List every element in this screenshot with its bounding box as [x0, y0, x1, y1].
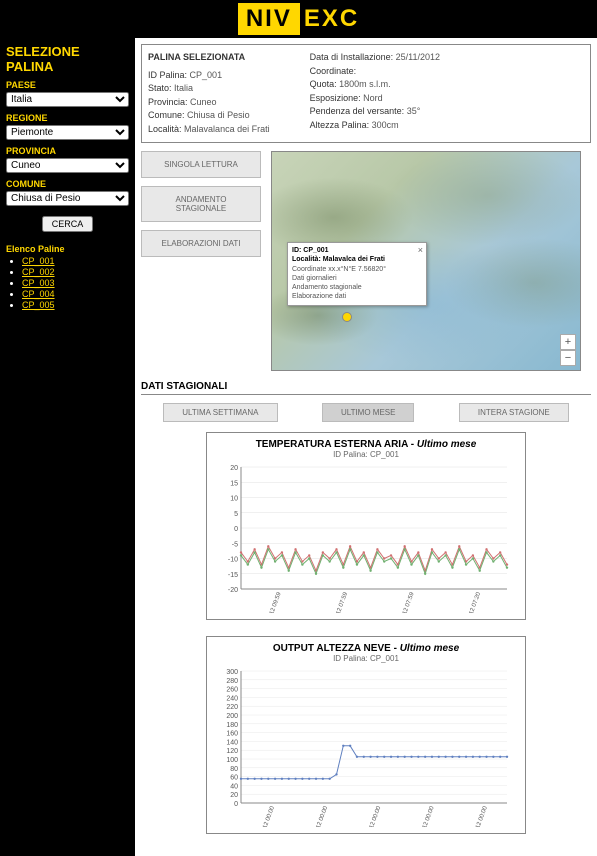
chart1-title: TEMPERATURA ESTERNA ARIA - Ultimo mese	[213, 439, 519, 450]
select-paese[interactable]: Italia	[6, 92, 129, 107]
palina-link[interactable]: CP_005	[22, 300, 55, 310]
popup-line: Coordinate xx.x°N°E 7.56820°	[292, 265, 422, 274]
sidebar: SELEZIONE PALINA PAESE Italia REGIONE Pi…	[0, 38, 135, 856]
dati-title: DATI STAGIONALI	[141, 381, 591, 395]
svg-text:10: 10	[230, 496, 238, 503]
popup-line: Elaborazione dati	[292, 292, 422, 301]
info-row: Pendenza del versante: 35°	[310, 105, 440, 119]
svg-text:180: 180	[226, 722, 238, 729]
palina-link[interactable]: CP_004	[22, 289, 55, 299]
svg-text:120: 120	[226, 748, 238, 755]
palina-link[interactable]: CP_003	[22, 278, 55, 288]
info-row: Quota: 1800m s.l.m.	[310, 78, 440, 92]
elenco-list: CP_001CP_002CP_003CP_004CP_005	[6, 256, 129, 311]
close-icon[interactable]: ×	[418, 245, 423, 255]
tab-stagione[interactable]: INTERA STAGIONE	[459, 403, 569, 422]
svg-text:280: 280	[226, 678, 238, 685]
map-marker-icon[interactable]	[342, 312, 352, 322]
elenco-title: Elenco Paline	[6, 244, 129, 254]
label-provincia: PROVINCIA	[6, 146, 129, 156]
list-item: CP_001	[22, 256, 129, 267]
popup-line: Andamento stagionale	[292, 283, 422, 292]
list-item: CP_002	[22, 267, 129, 278]
tab-mese[interactable]: ULTIMO MESE	[322, 403, 415, 422]
svg-text:20: 20	[230, 465, 238, 472]
list-item: CP_003	[22, 278, 129, 289]
map-zoom-controls: + −	[560, 334, 576, 366]
btn-singola[interactable]: SINGOLA LETTURA	[141, 151, 261, 178]
label-comune: COMUNE	[6, 179, 129, 189]
svg-text:10/2012 07:59: 10/2012 07:59	[330, 591, 349, 613]
svg-text:10/2012 07:20: 10/2012 07:20	[463, 591, 482, 613]
svg-text:260: 260	[226, 687, 238, 694]
map[interactable]: × ID: CP_001 Località: Malavalca dei Fra…	[271, 151, 581, 371]
info-row: Altezza Palina: 300cm	[310, 119, 440, 133]
svg-text:100: 100	[226, 757, 238, 764]
svg-text:140: 140	[226, 739, 238, 746]
chart2-svg: 3002802602402202001801601401201008060402…	[213, 667, 513, 827]
label-paese: PAESE	[6, 80, 129, 90]
info-row: Provincia: Cuneo	[148, 96, 270, 110]
content: PALINA SELEZIONATA ID Palina: CP_001Stat…	[135, 38, 597, 856]
popup-loc: Località: Malavalca dei Frati	[292, 256, 422, 263]
info-row: Località: Malavalanca dei Frati	[148, 123, 270, 137]
btn-elaborazioni[interactable]: ELABORAZIONI DATI	[141, 230, 261, 257]
info-row: Data di Installazione: 25/11/2012	[310, 51, 440, 65]
top-bar: NIV EXC	[0, 0, 597, 38]
svg-text:60: 60	[230, 775, 238, 782]
svg-text:5: 5	[234, 511, 238, 518]
btn-andamento[interactable]: ANDAMENTO STAGIONALE	[141, 186, 261, 222]
zoom-in-icon[interactable]: +	[560, 334, 576, 350]
info-row: Esposizione: Nord	[310, 92, 440, 106]
svg-text:-10: -10	[228, 557, 238, 564]
svg-text:220: 220	[226, 704, 238, 711]
info-row: ID Palina: CP_001	[148, 69, 270, 83]
chart2-sub: ID Palina: CP_001	[213, 654, 519, 663]
svg-text:200: 200	[226, 713, 238, 720]
svg-text:15: 15	[230, 480, 238, 487]
popup-line: Dati giornalieri	[292, 274, 422, 283]
chart-temperatura: TEMPERATURA ESTERNA ARIA - Ultimo mese I…	[206, 432, 526, 620]
svg-text:-20: -20	[228, 587, 238, 594]
svg-text:80: 80	[230, 766, 238, 773]
map-popup: × ID: CP_001 Località: Malavalca dei Fra…	[287, 242, 427, 306]
svg-text:10/2012 07:59: 10/2012 07:59	[397, 591, 416, 613]
zoom-out-icon[interactable]: −	[560, 350, 576, 366]
label-regione: REGIONE	[6, 113, 129, 123]
popup-id: ID: CP_001	[292, 247, 422, 254]
info-box: PALINA SELEZIONATA ID Palina: CP_001Stat…	[141, 44, 591, 143]
select-comune[interactable]: Chiusa di Pesio	[6, 191, 129, 206]
svg-text:0: 0	[234, 801, 238, 808]
svg-text:300: 300	[226, 669, 238, 676]
select-regione[interactable]: Piemonte	[6, 125, 129, 140]
svg-text:-15: -15	[228, 572, 238, 579]
list-item: CP_005	[22, 300, 129, 311]
chart2-title: OUTPUT ALTEZZA NEVE - Ultimo mese	[213, 643, 519, 654]
svg-text:160: 160	[226, 731, 238, 738]
info-row: Coordinate:	[310, 65, 440, 79]
chart1-sub: ID Palina: CP_001	[213, 450, 519, 459]
palina-link[interactable]: CP_001	[22, 256, 55, 266]
info-row: Comune: Chiusa di Pesio	[148, 109, 270, 123]
svg-text:0: 0	[234, 526, 238, 533]
svg-text:-5: -5	[232, 541, 238, 548]
svg-text:40: 40	[230, 783, 238, 790]
list-item: CP_004	[22, 289, 129, 300]
logo-niv: NIV	[238, 3, 300, 35]
chart-neve: OUTPUT ALTEZZA NEVE - Ultimo mese ID Pal…	[206, 636, 526, 834]
info-title: PALINA SELEZIONATA	[148, 51, 270, 65]
select-provincia[interactable]: Cuneo	[6, 158, 129, 173]
tab-settimana[interactable]: ULTIMA SETTIMANA	[163, 403, 277, 422]
palina-link[interactable]: CP_002	[22, 267, 55, 277]
sidebar-title: SELEZIONE PALINA	[6, 44, 129, 74]
logo-exc: EXC	[304, 5, 359, 33]
svg-text:20: 20	[230, 792, 238, 799]
svg-text:240: 240	[226, 695, 238, 702]
cerca-button[interactable]: CERCA	[42, 216, 94, 232]
info-row: Stato: Italia	[148, 82, 270, 96]
svg-text:10/2012 09:59: 10/2012 09:59	[264, 591, 283, 613]
chart1-svg: 20 15 10 5 0 -5 -10 -15 -20 10/2012 09:59 10/2012 …	[213, 463, 513, 613]
